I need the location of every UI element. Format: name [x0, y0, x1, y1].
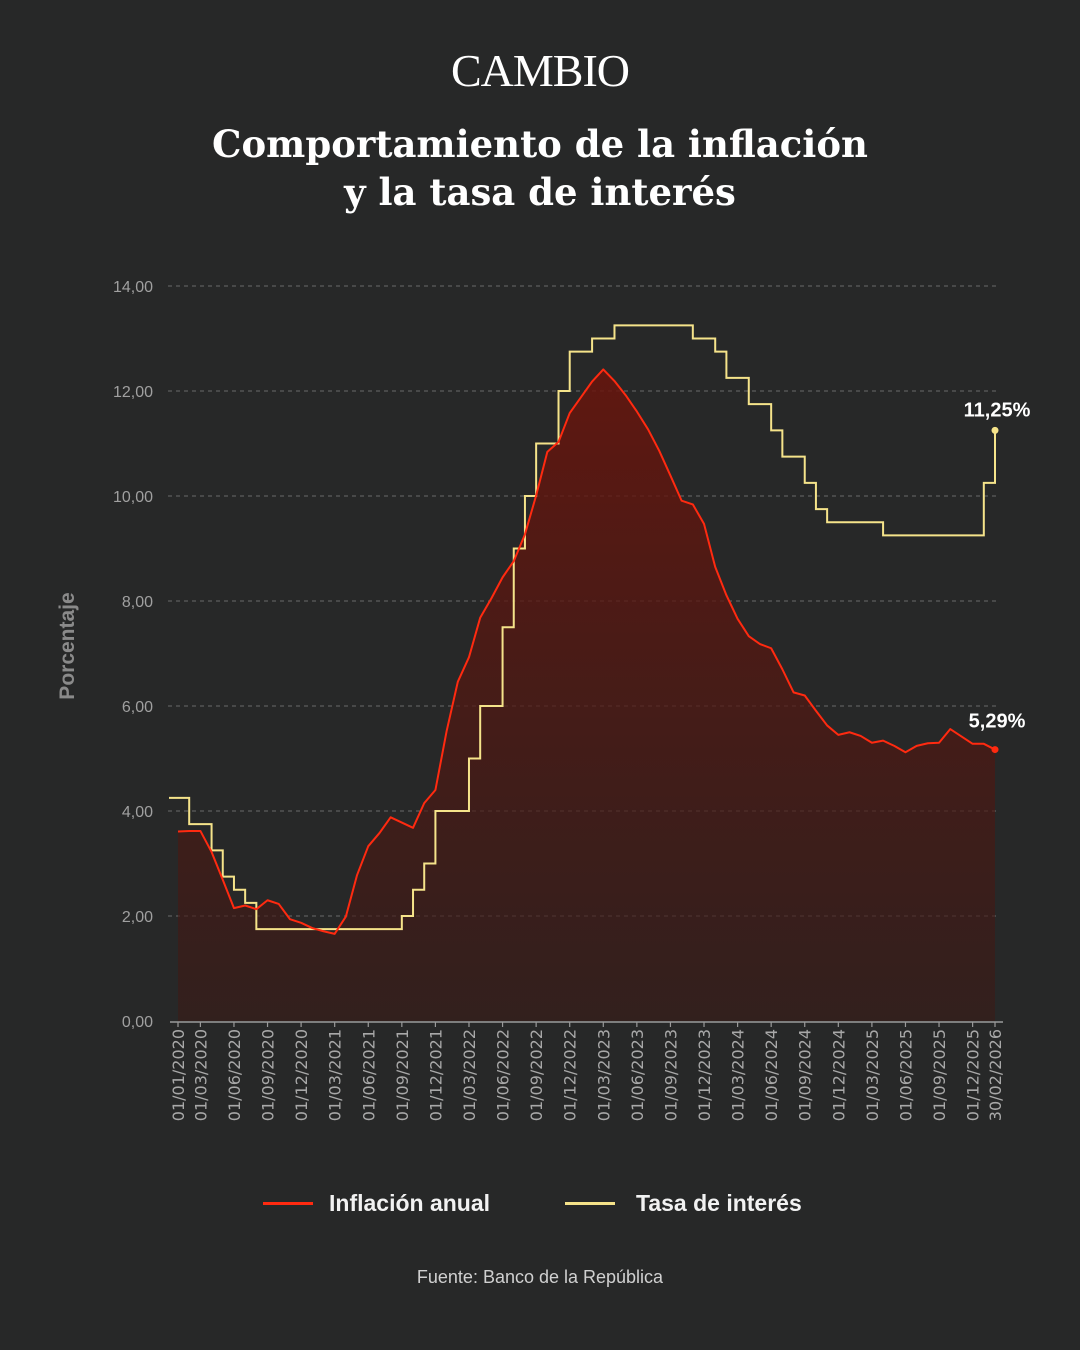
inflation-area — [178, 369, 995, 1022]
rate-point — [991, 426, 999, 434]
x-tick-label: 01/12/2021 — [426, 1029, 445, 1121]
x-tick-label: 01/03/2021 — [326, 1029, 345, 1121]
legend-swatch-rate — [565, 1202, 615, 1205]
x-tick-label: 01/09/2025 — [930, 1029, 949, 1121]
brand-logo: CAMBIO — [450, 45, 630, 96]
chart: 0,00 2,00 4,00 6,00 8,00 10,00 12,00 14,00 Porc… — [56, 279, 1031, 1121]
x-tick-label: 01/09/2020 — [259, 1029, 278, 1121]
x-tick-label: 01/12/2025 — [964, 1029, 983, 1121]
x-tick-label: 01/12/2023 — [695, 1029, 714, 1121]
y-tick-label: 12,00 — [113, 384, 153, 401]
y-tick-label: 8,00 — [122, 594, 153, 611]
inflation-end-label: 5,29% — [969, 711, 1026, 733]
legend: Inflación anual Tasa de interés — [0, 1190, 1080, 1226]
title-line-1: Comportamiento de la inflación — [212, 122, 868, 166]
x-tick-label: 01/06/2023 — [628, 1029, 647, 1121]
y-tick-label: 6,00 — [122, 699, 153, 716]
x-tick-label: 01/03/2022 — [460, 1029, 479, 1121]
legend-item-inflation: Inflación anual — [263, 1190, 490, 1217]
legend-label-rate: Tasa de interés — [636, 1190, 802, 1216]
x-tick-label: 01/06/2020 — [225, 1029, 244, 1121]
x-tick-label: 01/03/2020 — [191, 1029, 210, 1121]
x-tick-label: 01/03/2024 — [729, 1029, 748, 1121]
y-tick-label: 0,00 — [122, 1014, 153, 1031]
x-tick-label: 01/09/2023 — [661, 1029, 680, 1121]
x-tick-label: 01/03/2025 — [863, 1029, 882, 1121]
legend-swatch-inflation — [263, 1202, 313, 1205]
y-tick-label: 4,00 — [122, 804, 153, 821]
x-tick-label: 01/09/2022 — [527, 1029, 546, 1121]
x-tick-label: 01/06/2021 — [359, 1029, 378, 1121]
y-tick-label: 14,00 — [113, 279, 153, 296]
legend-item-rate: Tasa de interés — [565, 1190, 802, 1217]
x-tick-label: 01/12/2024 — [829, 1029, 848, 1121]
chart-title: Comportamiento de la inflación y la tasa… — [0, 120, 1080, 216]
y-axis-label: Porcentaje — [56, 592, 79, 699]
source-footer: Fuente: Banco de la República — [416, 1267, 664, 1287]
inflation-point — [991, 746, 999, 754]
y-tick-label: 2,00 — [122, 909, 153, 926]
x-tick-label: 01/06/2024 — [762, 1029, 781, 1121]
x-tick-label: 01/12/2022 — [561, 1029, 580, 1121]
x-tick-label: 01/06/2025 — [896, 1029, 915, 1121]
rate-end-label: 11,25% — [964, 399, 1031, 421]
x-tick-label: 01/03/2023 — [594, 1029, 613, 1121]
x-tick-label: 30/02/2026 — [986, 1029, 1005, 1121]
title-line-2: y la tasa de interés — [344, 170, 736, 214]
x-tick-label: 01/09/2021 — [393, 1029, 412, 1121]
x-tick-label: 01/09/2024 — [796, 1029, 815, 1121]
inflation-line — [177, 368, 996, 935]
y-tick-label: 10,00 — [113, 489, 153, 506]
rate-step-line — [169, 324, 996, 931]
x-tick-label: 01/12/2020 — [292, 1029, 311, 1121]
x-tick-label: 01/06/2022 — [494, 1029, 513, 1121]
x-tick-label: 01/01/2020 — [169, 1029, 188, 1121]
legend-label-inflation: Inflación anual — [329, 1190, 491, 1216]
